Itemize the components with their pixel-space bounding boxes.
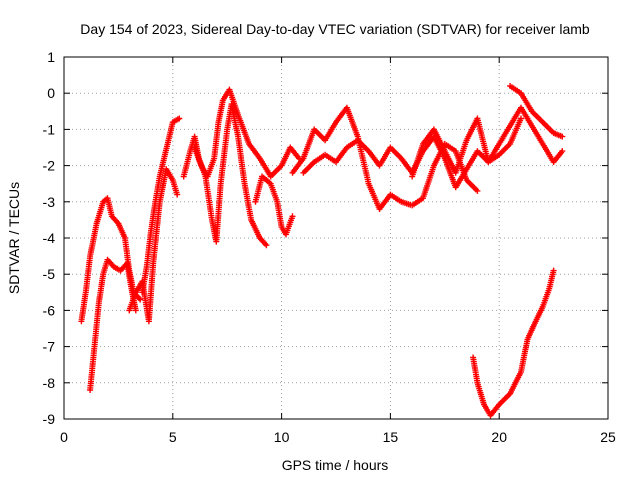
series-arc-j	[409, 104, 566, 180]
series-arc-k	[507, 83, 566, 140]
data-point	[518, 115, 524, 122]
plot-frame	[63, 56, 609, 420]
y-tick-label: 1	[47, 49, 55, 65]
series-arc-f	[191, 86, 302, 180]
y-tick-label: -8	[43, 375, 56, 391]
data-point	[263, 242, 270, 249]
series-arc-e	[180, 101, 270, 249]
y-tick-label: -9	[43, 411, 56, 427]
y-tick-label: 0	[47, 85, 55, 101]
y-tick-label: -6	[43, 302, 56, 318]
x-tick-label: 20	[491, 429, 507, 445]
x-axis-label: GPS time / hours	[282, 457, 389, 473]
grid	[64, 57, 608, 419]
data-point	[132, 307, 139, 314]
data-point	[559, 133, 566, 140]
data-point	[289, 213, 296, 220]
series-arc-d	[139, 115, 183, 296]
data-point	[176, 115, 183, 122]
x-tick-label: 15	[383, 429, 399, 445]
data-point	[474, 187, 481, 194]
y-tick-label: -7	[43, 339, 56, 355]
chart-title: Day 154 of 2023, Sidereal Day-to-day VTE…	[80, 21, 590, 37]
x-tick-label: 5	[169, 429, 177, 445]
y-tick-label: -3	[43, 194, 56, 210]
x-tick-label: 0	[60, 429, 68, 445]
data-point	[174, 191, 181, 198]
data-point	[559, 148, 566, 155]
y-tick-label: -4	[43, 230, 56, 246]
x-tick-label: 25	[600, 429, 616, 445]
data-point	[550, 267, 557, 274]
data-point	[137, 296, 144, 303]
data-series	[78, 83, 566, 419]
y-axis-label: SDTVAR / TECUs	[6, 182, 22, 294]
y-tick-label: -5	[43, 266, 56, 282]
y-tick-label: -1	[43, 121, 56, 137]
y-tick-label: -2	[43, 158, 56, 174]
x-tick-label: 10	[274, 429, 290, 445]
series-arc-g	[252, 173, 296, 238]
series-line	[472, 269, 555, 417]
series-arc-c	[126, 166, 181, 325]
series-arc-l	[470, 267, 557, 419]
